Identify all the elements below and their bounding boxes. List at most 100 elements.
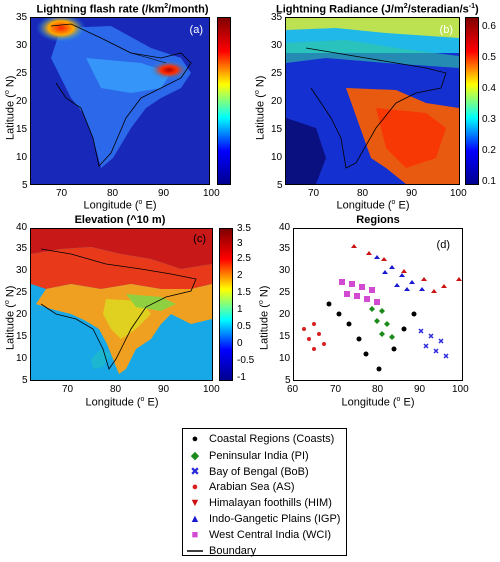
- panel-b-ytick: 30: [271, 40, 283, 51]
- panel-b-ytick: 20: [271, 96, 283, 107]
- panel-c-xtick: 80: [110, 384, 122, 395]
- panel-d-ytick: 5: [285, 375, 291, 386]
- panel-d-label: (d): [436, 239, 450, 251]
- legend-label: Himalayan foothills (HIM): [209, 497, 332, 509]
- pi-marker-icon: ◆: [190, 450, 200, 462]
- legend-label: Peninsular India (PI): [209, 449, 309, 462]
- panel-c-cbar-tick: 0: [237, 338, 243, 349]
- panel-c-cbar-tick: 1: [237, 304, 243, 315]
- panel-c-ylabel: Latitude (o N): [4, 285, 17, 350]
- panel-a-ytick: 30: [16, 40, 28, 51]
- legend-label: Boundary: [209, 545, 257, 557]
- panel-c-cbar-tick: 3: [237, 238, 243, 249]
- legend-item-him: ▼ Himalayan foothills (HIM): [187, 497, 332, 509]
- legend-label: Indo-Gangetic Plains (IGP): [209, 513, 341, 525]
- panel-c-xlabel: Longitude (o E): [85, 396, 159, 409]
- him-markers: [351, 244, 462, 293]
- coastal-markers: [326, 301, 417, 372]
- legend-item-coasts: ● Coastal Regions (Coasts): [187, 433, 335, 445]
- legend-item-wci: ■ West Central India (WCI): [187, 529, 331, 541]
- panel-a-label: (a): [189, 24, 203, 36]
- legend-label: Bay of Bengal (BoB): [209, 465, 309, 478]
- panel-a-xtick: 80: [107, 188, 119, 199]
- panel-d-xlabel: Longitude (o E): [341, 396, 415, 409]
- panel-b-plot: (b): [285, 17, 460, 185]
- legend-item-igp: ▲ Indo-Gangetic Plains (IGP): [187, 513, 341, 525]
- panel-d-xtick: 100: [452, 384, 469, 395]
- panel-d-plot: (d): [293, 228, 463, 381]
- panel-d-ylabel: Latitude (o N): [258, 285, 271, 350]
- panel-c-title: Elevation (^10 m): [74, 214, 166, 226]
- panel-a-xtick: 100: [203, 188, 220, 199]
- panel-d-ytick: 40: [279, 222, 291, 233]
- panel-c-ytick: 5: [22, 375, 28, 386]
- panel-c-map: [31, 229, 212, 380]
- as-markers: [302, 322, 326, 351]
- legend-label: Coastal Regions (Coasts): [209, 433, 335, 445]
- pi-markers: [369, 306, 395, 340]
- panel-c-cbar-tick: 1.5: [237, 287, 251, 298]
- panel-c-label: (c): [193, 233, 206, 245]
- panel-b-label: (b): [439, 24, 453, 36]
- panel-a-xtick: 90: [158, 188, 170, 199]
- panel-c-xtick: 90: [158, 384, 170, 395]
- him-marker-icon: ▼: [189, 497, 201, 509]
- panel-c-cbar-tick: -1: [237, 372, 246, 383]
- panel-b-ytick: 25: [271, 68, 283, 79]
- panel-c-cbar-tick: -0.5: [237, 355, 255, 366]
- panel-d-xtick: 70: [330, 384, 342, 395]
- panel-d-ytick: 15: [279, 331, 291, 342]
- legend: ● Coastal Regions (Coasts) ◆ Peninsular …: [182, 428, 347, 557]
- igp-marker-icon: ▲: [189, 513, 201, 525]
- legend-item-as: ● Arabian Sea (AS): [187, 481, 295, 493]
- panel-d-ytick: 25: [279, 287, 291, 298]
- panel-a-plot: (a): [30, 17, 210, 185]
- panel-a-ytick: 25: [16, 68, 28, 79]
- panel-b-xtick: 70: [308, 188, 320, 199]
- panel-a-ytick: 15: [16, 124, 28, 135]
- panel-c-ytick: 40: [16, 222, 28, 233]
- panel-a-xlabel: Longitude (o E): [83, 199, 157, 212]
- panel-d-ytick: 30: [279, 265, 291, 276]
- panel-a-xtick: 70: [56, 188, 68, 199]
- panel-b-cbar-tick: 0.2: [482, 145, 496, 156]
- panel-b-ytick: 15: [271, 124, 283, 135]
- panel-b-xlabel: Longitude (o E): [336, 199, 410, 212]
- panel-a-map: [31, 18, 209, 184]
- coastal-marker-icon: ●: [191, 433, 199, 445]
- panel-b-cbar-tick: 0.6: [482, 21, 496, 32]
- legend-item-pi: ◆ Peninsular India (PI): [187, 449, 309, 463]
- panel-c-ytick: 10: [16, 353, 28, 364]
- panel-c-cbar-tick: 0.5: [237, 321, 251, 332]
- legend-item-bob: ✖ Bay of Bengal (BoB): [187, 465, 309, 479]
- panel-b-xtick: 90: [406, 188, 418, 199]
- legend-item-boundary: Boundary: [187, 545, 256, 557]
- panel-c-xtick: 70: [62, 384, 74, 395]
- panel-c-ytick: 25: [16, 287, 28, 298]
- panel-b-ytick: 10: [271, 152, 283, 163]
- wci-markers: [339, 279, 380, 305]
- panel-d-ytick: 10: [279, 353, 291, 364]
- panel-a-ytick: 10: [16, 152, 28, 163]
- wci-marker-icon: ■: [191, 529, 199, 541]
- panel-c-cbar-tick: 2: [237, 270, 243, 281]
- panel-b-ytick: 35: [271, 12, 283, 23]
- panel-b-cbar-tick: 0.1: [482, 176, 496, 187]
- panel-b-ylabel: Latitude (o N): [254, 75, 267, 140]
- panel-b-xtick: 100: [450, 188, 467, 199]
- panel-b-map: [286, 18, 459, 184]
- panel-d-xtick: 60: [287, 384, 299, 395]
- bob-marker-icon: ✖: [190, 466, 200, 478]
- panel-a-ytick: 35: [16, 12, 28, 23]
- as-marker-icon: ●: [191, 481, 199, 493]
- panel-c-cbar-tick: 2.5: [237, 253, 251, 264]
- panel-c-ytick: 15: [16, 331, 28, 342]
- panel-c-ytick: 20: [16, 309, 28, 320]
- panel-a-title: Lightning flash rate (/km2/month): [36, 3, 209, 16]
- panel-d-title: Regions: [356, 214, 400, 226]
- panel-b-xtick: 80: [357, 188, 369, 199]
- panel-d-map: [302, 244, 462, 372]
- panel-c-cbar-tick: 3.5: [237, 223, 251, 234]
- panel-a-ylabel: Latitude (o N): [4, 75, 17, 140]
- panel-d-ytick: 35: [279, 243, 291, 254]
